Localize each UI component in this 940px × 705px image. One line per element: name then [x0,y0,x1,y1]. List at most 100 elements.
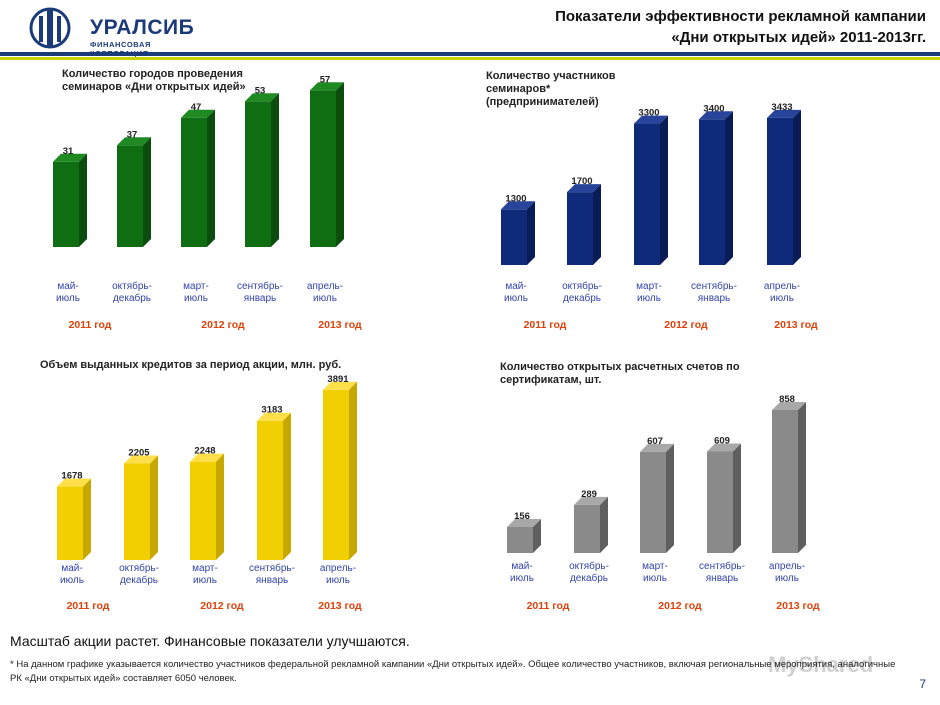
chart1-category-label-4-line2: январь [244,293,276,304]
chart3-bar-front-3 [190,461,216,560]
chart1-value-label-5: 57 [320,74,331,85]
chart3-bar-side-3 [216,453,224,560]
footnote: * На данном графике указывается количест… [10,659,896,684]
chart1-category-label-2-line1: октябрь- [112,280,152,292]
chart4-bar-side-4 [733,443,741,553]
chart1-bar-front-2 [117,145,143,247]
chart4-category-label-2-line1: октябрь- [569,560,609,572]
chart2-category-label-2-line2: декабрь [563,292,601,304]
chart3-bar-top-5 [323,381,357,390]
chart3-value-label-3: 2248 [194,446,215,457]
chart4-year-label-2: 2012 год [658,600,702,612]
chart1-category-label-2-line2: декабрь [113,292,151,304]
chart3-bar-front-5 [323,389,349,560]
chart3-category-label-3-line1: март- [192,563,218,574]
chart3-bar-side-5 [349,381,357,560]
chart3-year-label-2: 2012 год [200,600,244,612]
page-title: Показатели эффективности рекламной кампа… [406,6,926,48]
chart1-title: Количество городов проведения семинаров … [62,68,246,93]
chart2-bar-side-4 [725,111,733,266]
chart2-year-label-1: 2011 год [524,319,567,331]
chart1-bar-top-2 [117,137,151,146]
chart4-category-label-2-line2: декабрь [570,572,608,584]
chart1-year-label-2: 2012 год [201,319,245,331]
chart3-category-label-4-line2: январь [256,575,288,586]
chart1-value-label-4: 53 [255,85,266,96]
chart4-category-label-4-line1: сентябрь- [699,560,745,572]
chart3-category-label-5-line1: апрель- [320,563,356,574]
chart3-year-label-1: 2011 год [67,600,110,612]
page-title-line1: Показатели эффективности рекламной кампа… [555,8,926,25]
chart2-bar-side-2 [593,184,601,265]
chart1-value-label-2: 37 [127,129,138,140]
chart3-bar-top-3 [190,453,224,462]
chart2-category-label-3-line2: июль [637,293,661,304]
logo-emblem-icon [29,7,71,49]
chart2-bar-front-2 [567,192,593,265]
chart4-category-label-5-line1: апрель- [769,561,805,572]
chart1-category-label-1-line2: июль [56,293,80,304]
page-title-line2: «Дни открытых идей» 2011-2013гг. [671,29,926,46]
chart4-bar-front-2 [574,504,600,553]
chart4-category-label-3-line1: март- [642,561,668,572]
chart3-category-label-5-line2: июль [326,575,350,586]
chart2-category-label-5-line1: апрель- [764,281,800,292]
chart4-bar-top-5 [772,402,806,410]
chart4-bar-side-3 [666,443,674,553]
chart1-bar-top-3 [181,109,215,118]
chart1-bar-front-3 [181,117,207,247]
chart4-year-label-1: 2011 год [527,600,570,612]
header-rule-blue [0,52,940,56]
chart4-category-label-1-line1: май- [511,561,532,572]
chart3-bar-front-1 [57,486,83,560]
chart2-bar-side-3 [660,115,668,265]
chart3-bar-top-4 [257,412,291,421]
chart4-value-label-2: 289 [581,489,597,500]
chart4-category-label-1-line2: июль [510,573,534,584]
header-rule-green [0,57,940,60]
chart2-bar-top-4 [699,111,733,120]
chart3-bar-side-1 [83,478,91,560]
chart2-title: Количество участников семинаров* (предпр… [486,70,616,108]
chart4-bar-front-1 [507,527,533,553]
chart3-title: Объем выданных кредитов за период акции,… [40,359,342,371]
chart2-year-label-2: 2012 год [664,319,708,331]
chart1-bar-side-5 [336,82,344,247]
chart2-bar-front-5 [767,117,793,265]
chart3-category-label-4-line1: сентябрь- [249,562,295,574]
chart4-bar-top-4 [707,443,741,452]
chart2-bar-top-2 [567,184,601,193]
chart4-category-label-3-line2: июль [643,573,667,584]
chart1-category-label-5-line2: июль [313,293,337,304]
chart2-bar-side-5 [793,109,801,265]
chart1-category-label-3-line1: март- [183,281,209,292]
chart1-bar-top-5 [310,82,344,91]
chart4-bar-side-1 [533,519,541,553]
chart4-category-label-5-line2: июль [775,573,799,584]
chart4-bar-front-3 [640,451,666,553]
chart4-value-label-5: 858 [779,394,795,405]
logo-text: УРАЛСИБ [90,16,195,39]
chart1-year-label-3: 2013 год [318,319,362,331]
chart2-category-label-4-line1: сентябрь- [691,280,737,292]
chart1-bar-side-4 [271,93,279,247]
chart1-bar-front-5 [310,90,336,247]
chart2-bar-top-3 [634,115,668,124]
chart3-value-label-5: 3891 [327,374,349,385]
chart4-title: Количество открытых расчетных счетов по … [500,361,740,386]
chart2-bar-front-3 [634,123,660,265]
chart2-year-label-3: 2013 год [774,319,818,331]
chart3-bar-side-2 [150,455,158,560]
chart2-category-label-1-line1: май- [505,281,526,292]
chart2-value-label-2: 1700 [571,176,592,187]
chart3-category-label-1-line2: июль [60,575,84,586]
chart3-value-label-2: 2205 [128,448,150,459]
chart4-value-label-3: 607 [647,436,663,447]
chart3-value-label-4: 3183 [261,405,282,416]
chart4-bar-top-3 [640,443,674,452]
chart4-category-label-4-line2: январь [706,573,738,584]
chart4-bar-side-5 [798,402,806,553]
chart1-bar-top-1 [53,153,87,162]
chart2-category-label-2-line1: октябрь- [562,280,602,292]
